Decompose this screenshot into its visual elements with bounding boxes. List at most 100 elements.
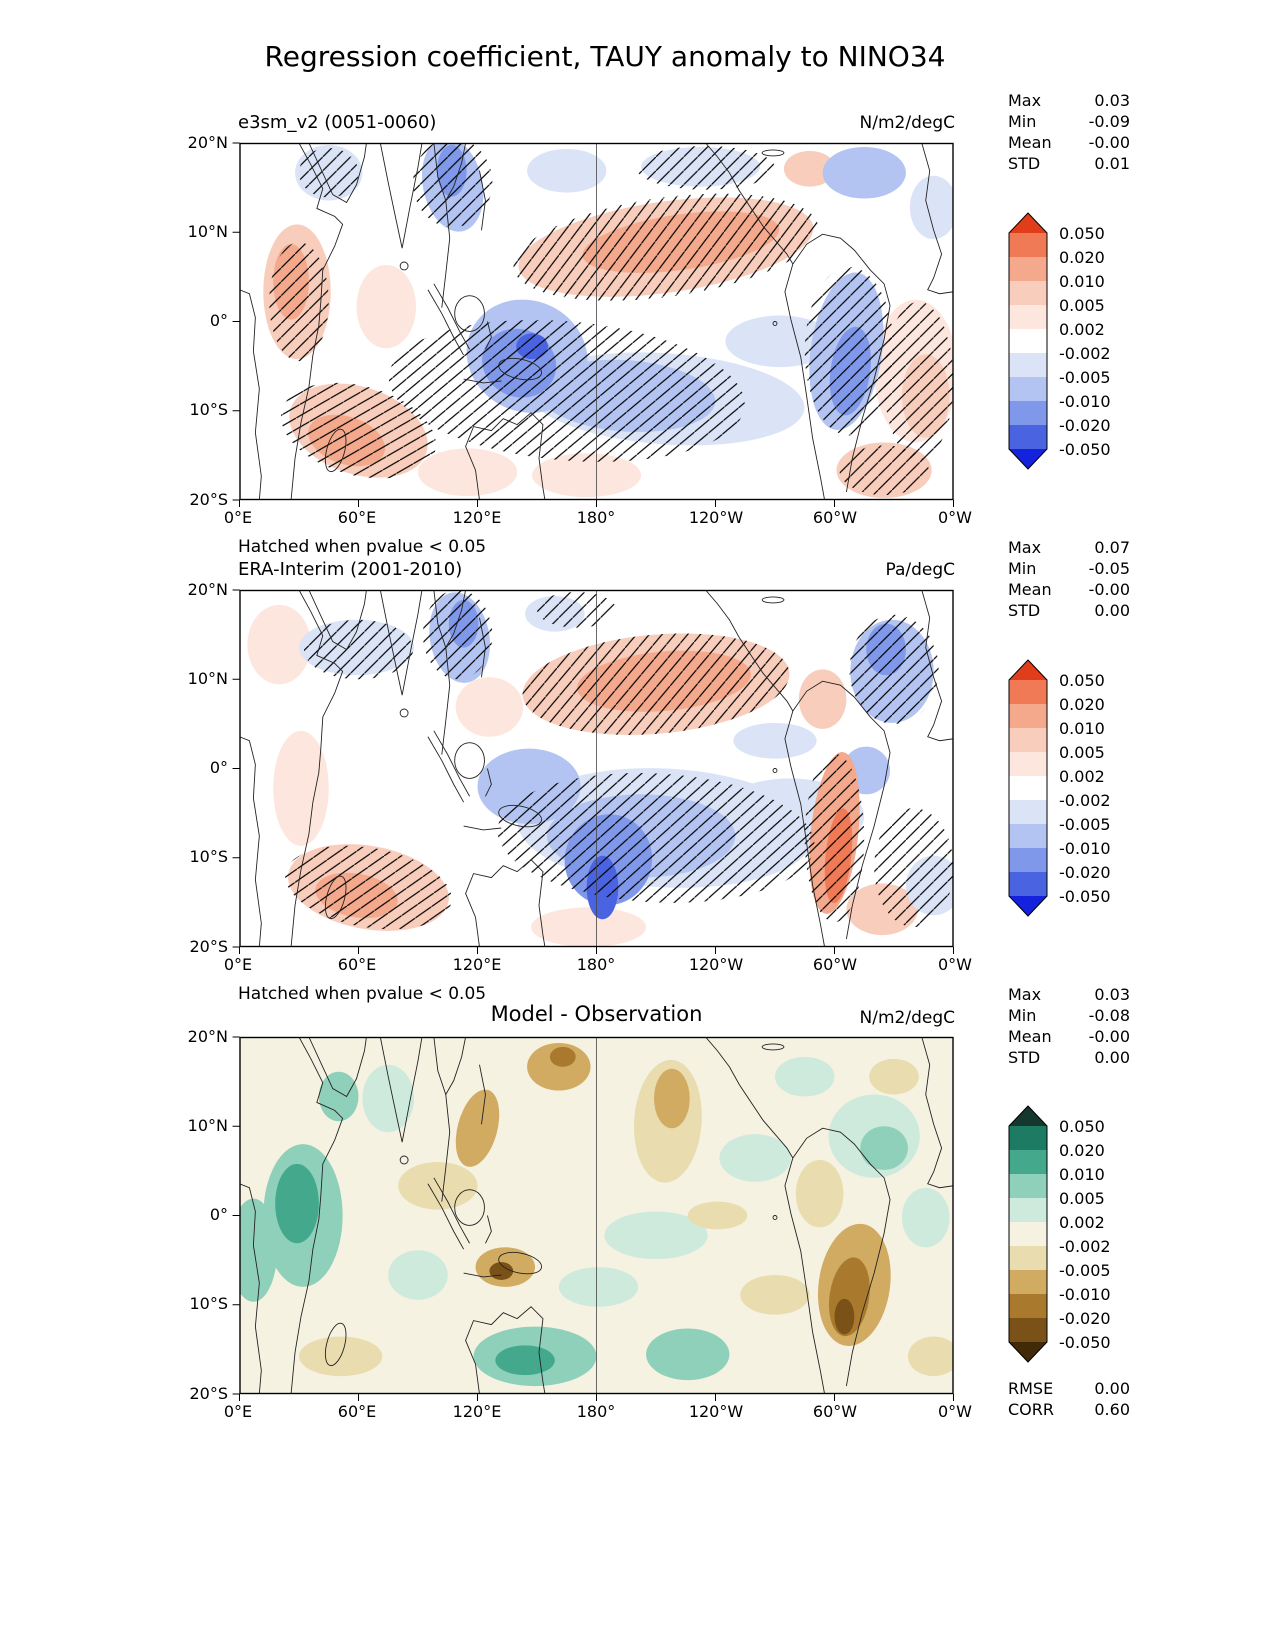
xtick-label: 120°E: [452, 955, 502, 974]
svg-text:-0.050: -0.050: [1059, 1333, 1111, 1352]
svg-text:0.020: 0.020: [1059, 695, 1105, 714]
svg-text:0.020: 0.020: [1059, 248, 1105, 267]
panel-1-header: e3sm_v2 (0051-0060) N/m2/degC: [238, 112, 955, 133]
xtick-label: 120°E: [452, 508, 502, 527]
xtick-label: 60°W: [812, 508, 858, 527]
panel-3-skill-stats: RMSE 0.00 CORR 0.60: [1008, 1378, 1130, 1420]
xtick-label: 120°W: [688, 955, 744, 974]
svg-text:0.010: 0.010: [1059, 1165, 1105, 1184]
stat-row-rmse: RMSE 0.00: [1008, 1379, 1130, 1398]
xtick-label: 120°E: [452, 1402, 502, 1421]
map-2-content: [239, 590, 954, 947]
xtick-label: 0°W: [938, 508, 972, 527]
ytick-label: 20°N: [187, 580, 228, 599]
map-1-content: [239, 143, 954, 500]
colorbar-1: 0.050 0.020 0.010 0.005 0.002 -0.002 -0.005 -0.…: [1008, 212, 1111, 470]
map-model-minus-observation: [232, 1036, 954, 1402]
xtick-label: 180°: [576, 955, 616, 974]
xtick-label: 60°E: [337, 1402, 377, 1421]
stat-row-max: Max 0.03: [1008, 91, 1130, 110]
stat-row-std: STD 0.01: [1008, 154, 1130, 173]
ytick-label: 20°S: [189, 490, 228, 509]
ytick-label: 10°S: [189, 1294, 228, 1313]
ytick-label: 10°S: [189, 847, 228, 866]
svg-text:-0.010: -0.010: [1059, 1285, 1111, 1304]
svg-text:0.005: 0.005: [1059, 296, 1105, 315]
stat-row-mean: Mean -0.00: [1008, 580, 1130, 599]
stat-row-min: Min -0.09: [1008, 112, 1130, 131]
ytick-label: 0°: [209, 1205, 228, 1224]
svg-text:0.002: 0.002: [1059, 1213, 1105, 1232]
xtick-label: 60°W: [812, 955, 858, 974]
svg-text:0.010: 0.010: [1059, 719, 1105, 738]
svg-text:0.050: 0.050: [1059, 671, 1105, 690]
ytick-label: 20°S: [189, 1384, 228, 1403]
svg-text:-0.010: -0.010: [1059, 839, 1111, 858]
svg-text:0.005: 0.005: [1059, 743, 1105, 762]
svg-text:0.020: 0.020: [1059, 1141, 1105, 1160]
svg-text:0.050: 0.050: [1059, 1117, 1105, 1136]
svg-text:0.050: 0.050: [1059, 224, 1105, 243]
stat-row-std: STD 0.00: [1008, 601, 1130, 620]
colorbar-3: 0.050 0.020 0.010 0.005 0.002 -0.002 -0.005 -0.…: [1008, 1105, 1111, 1363]
xtick-label: 120°W: [688, 508, 744, 527]
panel-2-stats: Max 0.07 Min -0.05 Mean -0.00 STD 0.00: [1008, 537, 1130, 621]
xtick-label: 60°E: [337, 508, 377, 527]
xtick-label: 180°: [576, 508, 616, 527]
panel-3-stats: Max 0.03 Min -0.08 Mean -0.00 STD 0.00: [1008, 984, 1130, 1068]
svg-text:0.005: 0.005: [1059, 1189, 1105, 1208]
svg-text:-0.005: -0.005: [1059, 1261, 1111, 1280]
ytick-label: 20°N: [187, 1027, 228, 1046]
map-frame: [239, 1036, 954, 1395]
xtick-label: 60°W: [812, 1402, 858, 1421]
figure-title: Regression coefficient, TAUY anomaly to …: [264, 40, 946, 73]
svg-text:-0.050: -0.050: [1059, 440, 1111, 459]
svg-text:0.010: 0.010: [1059, 272, 1105, 291]
ytick-label: 10°S: [189, 400, 228, 419]
ytick-label: 0°: [209, 758, 228, 777]
hatch-note-2: Hatched when pvalue < 0.05: [238, 984, 487, 1004]
ytick-label: 10°N: [187, 222, 228, 241]
svg-text:-0.002: -0.002: [1059, 1237, 1111, 1256]
svg-text:0.002: 0.002: [1059, 320, 1105, 339]
svg-text:-0.002: -0.002: [1059, 791, 1111, 810]
map-1-hatching: [269, 143, 954, 496]
svg-text:-0.050: -0.050: [1059, 887, 1111, 906]
map-3-anomaly-blobs: [239, 1042, 954, 1387]
svg-text:-0.020: -0.020: [1059, 416, 1111, 435]
xtick-label: 0°W: [938, 1402, 972, 1421]
panel-1-stats: Max 0.03 Min -0.09 Mean -0.00 STD 0.01: [1008, 90, 1130, 174]
panel-2-title: ERA-Interim (2001-2010): [238, 559, 463, 580]
xtick-label: 0°E: [223, 508, 253, 527]
panel-1-title: e3sm_v2 (0051-0060): [238, 112, 437, 133]
ytick-label: 10°N: [187, 1116, 228, 1135]
stat-row-min: Min -0.05: [1008, 559, 1130, 578]
panel-3-header: Model - Observation N/m2/degC: [238, 1002, 955, 1032]
map-e3sm-v2: [232, 142, 954, 508]
xtick-label: 60°E: [337, 955, 377, 974]
stat-row-mean: Mean -0.00: [1008, 133, 1130, 152]
panel-2-header: ERA-Interim (2001-2010) Pa/degC: [238, 559, 955, 580]
stat-row-mean: Mean -0.00: [1008, 1027, 1130, 1046]
stat-row-std: STD 0.00: [1008, 1048, 1130, 1067]
stat-row-max: Max 0.07: [1008, 538, 1130, 557]
map-3-content: [239, 1037, 954, 1394]
panel-3-title: Model - Observation: [490, 1002, 703, 1026]
map-era-interim: [232, 589, 954, 955]
hatch-note-1: Hatched when pvalue < 0.05: [238, 537, 487, 557]
ytick-label: 20°N: [187, 133, 228, 152]
svg-text:-0.020: -0.020: [1059, 863, 1111, 882]
map-frame: [239, 589, 954, 948]
panel-2-units: Pa/degC: [885, 560, 955, 580]
panel-1-units: N/m2/degC: [859, 113, 955, 133]
svg-text:-0.002: -0.002: [1059, 344, 1111, 363]
map-2-hatching: [285, 590, 954, 930]
panel-3-units: N/m2/degC: [859, 1008, 955, 1028]
xtick-label: 0°W: [938, 955, 972, 974]
svg-text:-0.005: -0.005: [1059, 815, 1111, 834]
map-frame: [239, 142, 954, 501]
svg-text:-0.005: -0.005: [1059, 368, 1111, 387]
svg-text:-0.010: -0.010: [1059, 392, 1111, 411]
stat-row-min: Min -0.08: [1008, 1006, 1130, 1025]
